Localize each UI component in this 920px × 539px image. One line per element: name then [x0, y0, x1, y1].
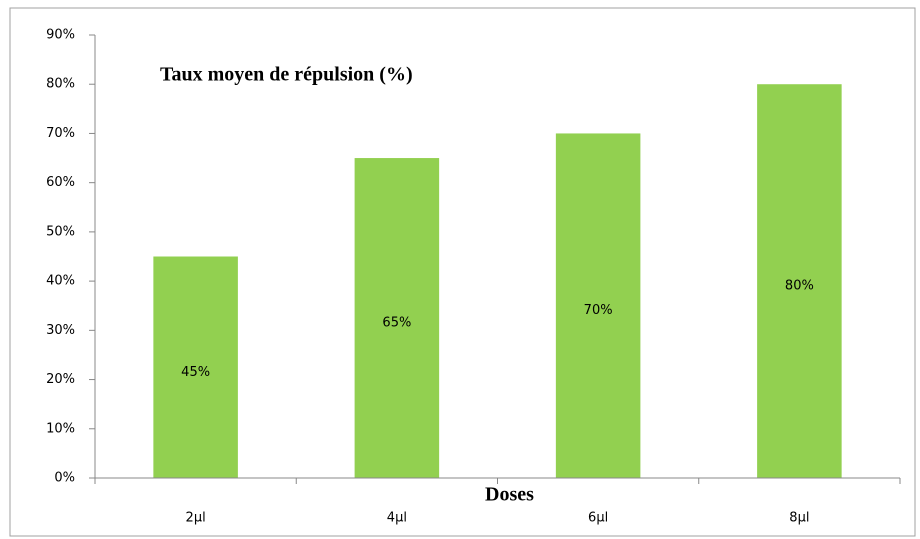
x-tick-label: 8µl [789, 511, 809, 526]
value-label: 45% [181, 365, 210, 380]
value-label: 65% [382, 316, 411, 331]
bar [354, 158, 440, 479]
y-tick-label: 40% [46, 274, 75, 289]
x-tick-label: 6µl [588, 511, 608, 526]
value-label: 70% [584, 303, 613, 318]
y-tick-label: 80% [46, 77, 75, 92]
x-tick-label: 2µl [186, 511, 206, 526]
y-tick-label: 50% [46, 224, 75, 239]
chart-title: Taux moyen de répulsion (%) [160, 64, 413, 86]
x-axis-label: Doses [485, 484, 534, 506]
y-tick-label: 30% [46, 323, 75, 338]
y-tick-label: 20% [46, 372, 75, 387]
y-tick-label: 90% [46, 28, 75, 43]
y-tick-label: 10% [46, 421, 75, 436]
bar [757, 84, 842, 478]
y-tick-label: 0% [54, 471, 75, 486]
y-tick-label: 60% [46, 175, 75, 190]
bar [153, 256, 238, 478]
x-tick-label: 4µl [387, 511, 407, 526]
y-tick-label: 70% [46, 126, 75, 141]
value-label: 80% [785, 279, 814, 294]
bar [555, 133, 641, 478]
